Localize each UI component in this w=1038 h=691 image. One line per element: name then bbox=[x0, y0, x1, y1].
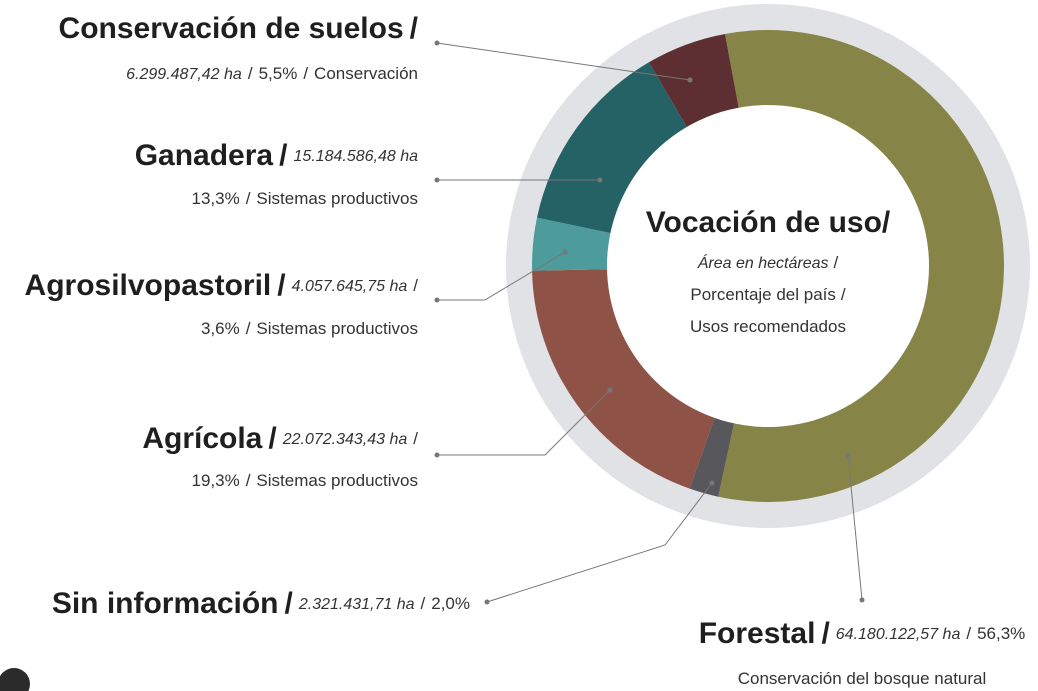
leader-dot bbox=[434, 177, 440, 183]
use-label: Sistemas productivos bbox=[256, 319, 418, 338]
separator: / bbox=[268, 422, 277, 455]
slice bbox=[532, 217, 622, 271]
leader-line bbox=[437, 389, 611, 456]
slice bbox=[648, 33, 741, 137]
slice-label: Conservación de suelos / bbox=[59, 12, 419, 45]
separator: / bbox=[303, 64, 308, 83]
percent-label: 3,6% bbox=[201, 319, 240, 338]
slice-label: Agrícola/22.072.343,43 ha / bbox=[142, 422, 418, 455]
separator: / bbox=[246, 189, 251, 208]
leader-dot bbox=[845, 452, 851, 458]
separator: / bbox=[248, 64, 253, 83]
percent-label: 19,3% bbox=[191, 471, 239, 490]
category-name: Conservación de suelos bbox=[59, 12, 404, 45]
leader-dot bbox=[687, 77, 693, 83]
use-label: Sistemas productivos bbox=[256, 189, 418, 208]
slice bbox=[532, 268, 719, 489]
category-name: Agrícola bbox=[142, 422, 262, 455]
subtitle-part: Usos recomendados bbox=[690, 317, 846, 336]
percent-label: 13,3% bbox=[191, 189, 239, 208]
slice bbox=[537, 62, 693, 236]
leader-dot bbox=[434, 452, 440, 458]
slice-label: 13,3% / Sistemas productivos bbox=[191, 189, 418, 208]
slice-label: Forestal/64.180.122,57 ha/56,3% bbox=[699, 617, 1026, 650]
chart-title: Vocación de uso/ bbox=[646, 206, 891, 239]
separator: / bbox=[834, 253, 839, 272]
separator: / bbox=[413, 429, 418, 448]
separator: / bbox=[841, 285, 846, 304]
leader-line bbox=[486, 482, 713, 603]
separator: / bbox=[246, 471, 251, 490]
area: 22.072.343,43 ha bbox=[282, 431, 408, 448]
subtitle: Área en hectáreas / bbox=[697, 253, 839, 272]
percent-label: 5,5% bbox=[259, 64, 298, 83]
separator: / bbox=[421, 594, 426, 613]
leader-dot bbox=[709, 480, 715, 486]
icon bbox=[0, 668, 30, 691]
slices bbox=[532, 30, 1004, 502]
area: 15.184.586,48 ha bbox=[293, 148, 418, 165]
separator: / bbox=[277, 269, 286, 302]
percent-label: 2,0% bbox=[431, 594, 470, 613]
slice-label: Conservación del bosque natural bbox=[738, 669, 987, 688]
separator: / bbox=[966, 624, 971, 643]
slice-label: 19,3% / Sistemas productivos bbox=[191, 471, 418, 490]
leader-dot bbox=[597, 177, 603, 183]
leader-dot bbox=[859, 597, 865, 603]
slice bbox=[689, 407, 737, 497]
separator: / bbox=[246, 319, 251, 338]
subtitle: Porcentaje del país / bbox=[690, 285, 846, 304]
use-label: Conservación bbox=[314, 64, 418, 83]
leader-line bbox=[847, 454, 863, 601]
area: 4.057.645,75 ha bbox=[292, 278, 408, 295]
slice-label: Sin información/2.321.431,71 ha/2,0% bbox=[52, 587, 470, 620]
separator: / bbox=[410, 12, 419, 45]
subtitle-part: Área en hectáreas bbox=[697, 253, 829, 272]
leader-dot bbox=[562, 249, 568, 255]
category-name: Ganadera bbox=[135, 139, 274, 172]
slice-label: Agrosilvopastoril/4.057.645,75 ha / bbox=[25, 269, 419, 302]
area: 6.299.487,42 ha bbox=[126, 66, 242, 83]
leader-dot bbox=[434, 40, 440, 46]
category-name: Forestal bbox=[699, 617, 816, 650]
separator: / bbox=[279, 139, 288, 172]
subtitle: Usos recomendados bbox=[690, 317, 846, 336]
use-label: Sistemas productivos bbox=[256, 471, 418, 490]
leader-line bbox=[437, 251, 566, 301]
category-name: Sin información bbox=[52, 587, 279, 620]
leader-dot bbox=[607, 387, 613, 393]
slice-label: 3,6% / Sistemas productivos bbox=[201, 319, 418, 338]
leader-line bbox=[436, 42, 691, 81]
percent-label: 56,3% bbox=[977, 624, 1025, 643]
leader-dot bbox=[484, 599, 490, 605]
category-name: Agrosilvopastoril bbox=[25, 269, 272, 302]
area: 64.180.122,57 ha bbox=[836, 626, 961, 643]
area: 2.321.431,71 ha bbox=[298, 596, 415, 613]
separator: / bbox=[285, 587, 294, 620]
use-label: Conservación del bosque natural bbox=[738, 669, 987, 688]
leader-dot bbox=[434, 297, 440, 303]
slice-label: 6.299.487,42 ha / 5,5% / Conservación bbox=[126, 64, 418, 83]
donut-hole bbox=[607, 105, 929, 427]
subtitle-part: Porcentaje del país bbox=[690, 285, 836, 304]
separator: / bbox=[821, 617, 830, 650]
slice bbox=[718, 30, 1004, 502]
separator: / bbox=[413, 276, 418, 295]
slice-label: Ganadera/ 15.184.586,48 ha bbox=[135, 139, 418, 172]
